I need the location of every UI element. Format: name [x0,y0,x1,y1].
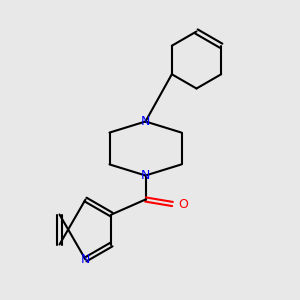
Text: N: N [141,115,150,128]
Text: N: N [141,169,150,182]
Text: N: N [81,253,90,266]
Text: O: O [178,197,188,211]
